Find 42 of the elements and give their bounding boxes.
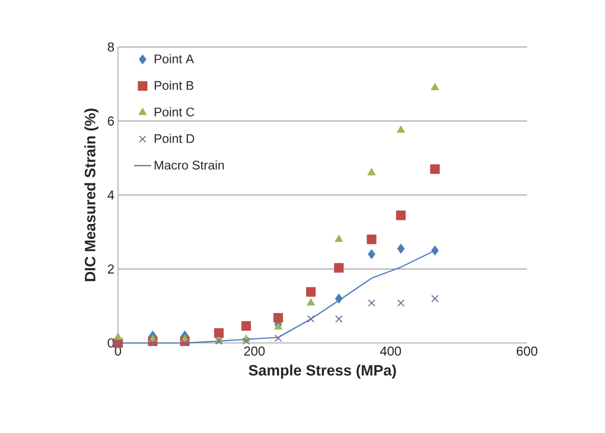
point	[367, 168, 376, 176]
y-tick-label: 8	[108, 42, 114, 52]
point	[307, 315, 315, 323]
point	[335, 315, 343, 323]
x-axis-title: Sample Stress (MPa)	[248, 364, 396, 379]
x-tick-label: 600	[516, 346, 538, 356]
point	[214, 328, 224, 338]
legend-label: Point C	[154, 107, 194, 116]
x-tick-label: 200	[244, 346, 265, 356]
point	[306, 287, 316, 297]
point	[149, 339, 156, 347]
point	[334, 234, 344, 242]
point	[368, 249, 376, 260]
point	[430, 82, 440, 90]
point	[397, 244, 405, 254]
point	[431, 245, 439, 256]
point	[396, 210, 406, 220]
point	[242, 337, 250, 345]
point	[396, 125, 406, 133]
point	[334, 263, 344, 273]
point	[431, 294, 439, 302]
legend-label: Macro Strain	[154, 160, 224, 170]
point	[241, 321, 251, 331]
point	[335, 294, 343, 304]
point	[430, 164, 440, 174]
point	[368, 299, 376, 307]
legend-label: Point D	[154, 134, 194, 144]
point	[397, 299, 405, 307]
y-axis-title: DIC Measured Strain (%)	[84, 108, 98, 282]
point	[273, 313, 283, 323]
point	[306, 298, 316, 306]
point	[366, 234, 376, 244]
y-tick-label: 6	[108, 116, 114, 126]
point	[114, 332, 122, 340]
legend-label: Point B	[154, 80, 194, 90]
x-tick-label: 400	[380, 346, 402, 356]
y-tick-label: 2	[108, 264, 114, 274]
point	[274, 322, 282, 330]
y-tick-label: 4	[108, 190, 114, 200]
point	[181, 339, 188, 347]
point	[274, 334, 282, 342]
legend-label: Point A	[154, 54, 194, 64]
